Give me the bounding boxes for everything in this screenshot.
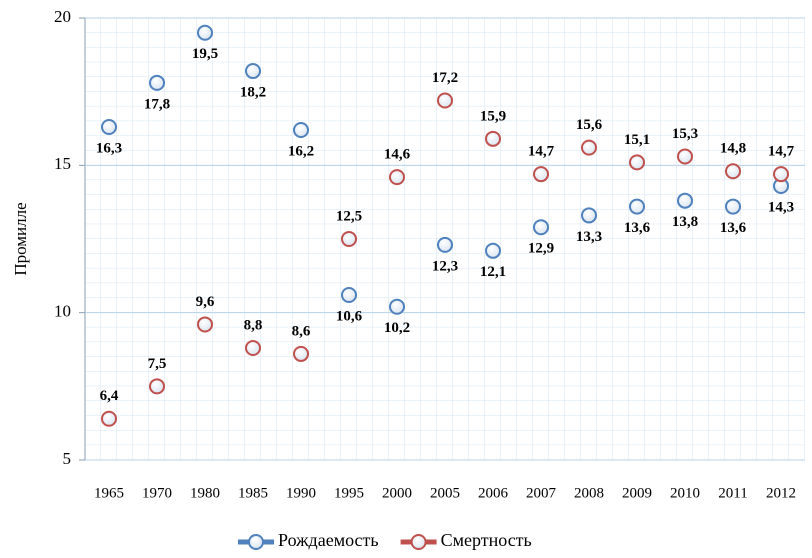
y-tick-label: 10 bbox=[54, 302, 71, 321]
x-tick-label: 1990 bbox=[286, 485, 316, 501]
marker bbox=[197, 316, 213, 333]
value-label: 13,6 bbox=[720, 220, 747, 236]
marker bbox=[197, 24, 213, 41]
x-tick-label: 2007 bbox=[526, 485, 557, 501]
x-tick-label: 1985 bbox=[238, 485, 268, 501]
x-tick-label: 2008 bbox=[574, 485, 604, 501]
legend-marker bbox=[410, 534, 427, 550]
x-tick-label: 2006 bbox=[478, 485, 509, 501]
value-label: 16,3 bbox=[96, 140, 122, 156]
legend-label: Рождаемость bbox=[278, 530, 379, 550]
marker bbox=[725, 163, 741, 180]
marker bbox=[437, 92, 453, 109]
marker bbox=[629, 154, 645, 171]
marker bbox=[389, 169, 405, 186]
value-label: 10,6 bbox=[336, 308, 363, 324]
value-label: 15,3 bbox=[672, 126, 698, 142]
y-tick-label: 5 bbox=[63, 449, 72, 468]
value-label: 12,5 bbox=[336, 208, 362, 224]
value-label: 12,1 bbox=[480, 264, 506, 280]
legend-label: Смертность bbox=[441, 530, 532, 550]
x-tick-label: 2012 bbox=[766, 485, 796, 501]
marker bbox=[581, 139, 597, 156]
value-label: 13,8 bbox=[672, 214, 698, 230]
value-label: 6,4 bbox=[100, 388, 119, 404]
value-label: 13,6 bbox=[624, 220, 651, 236]
y-axis-label: Промилле bbox=[11, 202, 30, 275]
marker bbox=[101, 119, 117, 136]
value-label: 14,7 bbox=[768, 144, 795, 160]
y-tick-label: 15 bbox=[54, 154, 71, 173]
legend-marker bbox=[248, 534, 264, 550]
marker bbox=[485, 130, 501, 147]
x-tick-label: 1970 bbox=[142, 485, 172, 501]
value-label: 9,6 bbox=[196, 294, 215, 310]
x-tick-label: 2000 bbox=[382, 485, 412, 501]
marker bbox=[629, 198, 645, 215]
x-tick-label: 2009 bbox=[622, 485, 652, 501]
marker bbox=[101, 410, 117, 427]
x-tick-label: 1965 bbox=[94, 485, 124, 501]
marker bbox=[341, 231, 357, 247]
value-label: 19,5 bbox=[192, 46, 218, 62]
marker bbox=[341, 286, 357, 303]
value-label: 17,2 bbox=[432, 70, 458, 86]
marker bbox=[677, 148, 693, 165]
marker bbox=[485, 242, 501, 259]
value-label: 10,2 bbox=[384, 320, 410, 336]
value-label: 8,8 bbox=[244, 317, 263, 333]
value-label: 14,7 bbox=[528, 144, 555, 160]
value-label: 8,6 bbox=[292, 323, 311, 339]
marker bbox=[725, 198, 741, 215]
x-tick-label: 1980 bbox=[190, 485, 220, 501]
x-tick-label: 2011 bbox=[718, 485, 747, 501]
value-label: 13,3 bbox=[576, 229, 602, 245]
value-label: 18,2 bbox=[240, 84, 266, 100]
value-label: 12,3 bbox=[432, 258, 458, 274]
value-label: 12,9 bbox=[528, 241, 554, 257]
marker bbox=[245, 340, 261, 357]
value-label: 14,8 bbox=[720, 141, 746, 157]
marker bbox=[149, 74, 165, 91]
value-label: 7,5 bbox=[148, 356, 167, 372]
value-label: 15,6 bbox=[576, 117, 603, 133]
x-tick-label: 1995 bbox=[334, 485, 364, 501]
value-label: 17,8 bbox=[144, 96, 170, 112]
marker bbox=[533, 166, 549, 183]
x-tick-label: 2005 bbox=[430, 485, 460, 501]
marker bbox=[293, 121, 309, 138]
value-label: 14,6 bbox=[384, 147, 411, 163]
marker bbox=[293, 345, 309, 362]
marker bbox=[389, 298, 405, 315]
value-label: 15,1 bbox=[624, 132, 650, 148]
value-label: 15,9 bbox=[480, 108, 506, 124]
marker bbox=[245, 63, 261, 80]
marker bbox=[773, 166, 789, 183]
marker bbox=[581, 207, 597, 224]
marker bbox=[677, 192, 693, 209]
marker bbox=[437, 236, 453, 253]
marker bbox=[149, 378, 165, 395]
value-label: 16,2 bbox=[288, 143, 314, 159]
value-label: 14,3 bbox=[768, 199, 794, 215]
x-tick-label: 2010 bbox=[670, 485, 700, 501]
y-tick-label: 20 bbox=[54, 7, 71, 26]
marker bbox=[533, 219, 549, 236]
